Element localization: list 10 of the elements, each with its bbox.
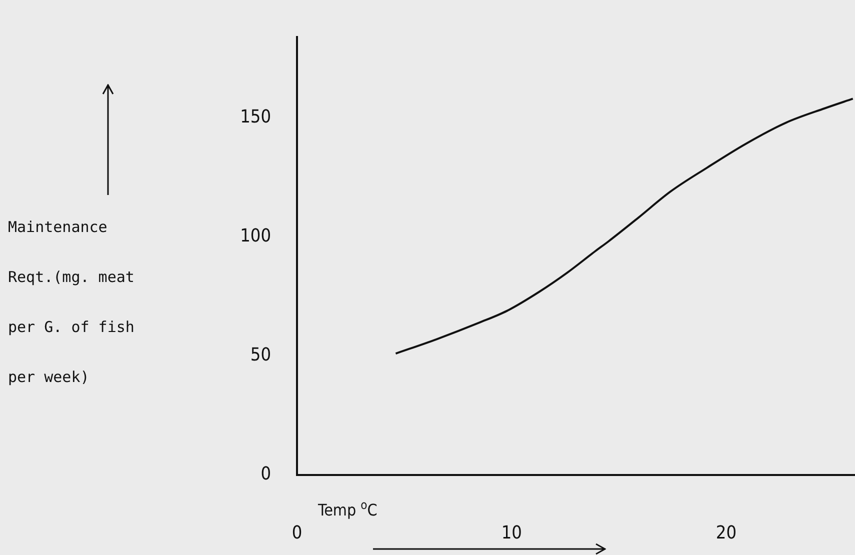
x-axis-title: Temp $^{o}$C (318, 498, 378, 520)
x-tick-label: 10 (501, 522, 522, 544)
y-tick-label: 50 (250, 344, 271, 366)
y-tick-label: 150 (240, 106, 271, 128)
x-tick-label: 20 (716, 522, 737, 544)
y-tick-label: 100 (240, 226, 271, 247)
y-tick-label: 0 (260, 464, 271, 485)
line-series (394, 98, 854, 355)
x-tick-label: 0 (292, 522, 302, 544)
text: Maintenance Reqt.(mg. meat per G. of fish per week) (8, 218, 134, 386)
